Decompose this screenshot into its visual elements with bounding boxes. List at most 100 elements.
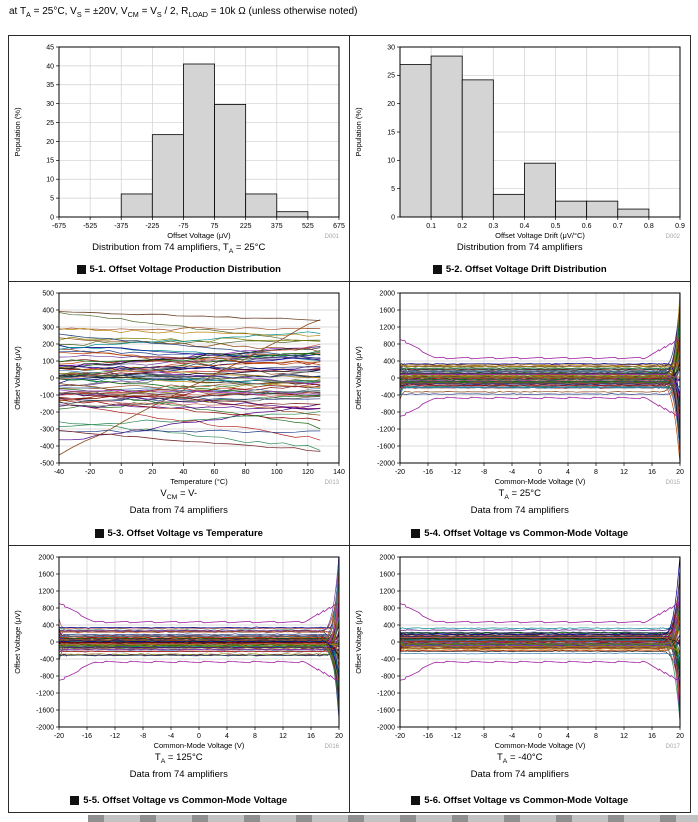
svg-text:-1200: -1200 — [377, 426, 395, 433]
svg-text:-20: -20 — [395, 469, 405, 476]
svg-text:1600: 1600 — [380, 571, 396, 578]
figure-title: 图 5-1. Offset Voltage Production Distrib… — [76, 264, 281, 281]
svg-text:Offset Voltage (μV): Offset Voltage (μV) — [13, 610, 22, 674]
svg-text:D015: D015 — [666, 480, 681, 486]
svg-text:0.1: 0.1 — [426, 223, 436, 230]
svg-text:-16: -16 — [423, 469, 433, 476]
svg-text:2000: 2000 — [380, 290, 396, 297]
figure-title-text: 5-5. Offset Voltage vs Common-Mode Volta… — [83, 795, 288, 806]
svg-text:800: 800 — [384, 341, 396, 348]
chart-caption: Distribution from 74 amplifiers — [456, 242, 583, 253]
svg-text:1600: 1600 — [39, 571, 55, 578]
svg-text:-500: -500 — [40, 460, 54, 467]
svg-text:20: 20 — [676, 469, 684, 476]
figure-glyph: 图 — [432, 265, 442, 274]
svg-text:10: 10 — [387, 158, 395, 165]
figure-glyph: 图 — [94, 529, 104, 538]
svg-text:140: 140 — [333, 469, 345, 476]
svg-text:-1600: -1600 — [377, 443, 395, 450]
svg-text:Offset Voltage (μV): Offset Voltage (μV) — [168, 231, 232, 240]
svg-text:75: 75 — [211, 223, 219, 230]
svg-text:Offset Voltage (μV): Offset Voltage (μV) — [13, 346, 22, 410]
svg-text:120: 120 — [302, 469, 314, 476]
test-conditions-line: at TA = 25°C, VS = ±20V, VCM = VS / 2, R… — [9, 6, 358, 19]
svg-text:0.3: 0.3 — [489, 223, 499, 230]
svg-text:-800: -800 — [381, 673, 395, 680]
svg-text:-20: -20 — [85, 469, 95, 476]
figure-5-6: -20 -16 -12 -8 -4 0 4 8 12 16 20 -2000 -1600 -1200 -80… — [350, 546, 691, 812]
figure-glyph: 图 — [411, 796, 421, 805]
svg-text:1200: 1200 — [380, 588, 396, 595]
svg-text:-400: -400 — [381, 656, 395, 663]
svg-text:30: 30 — [387, 44, 395, 51]
svg-text:D017: D017 — [666, 744, 681, 750]
svg-text:-1200: -1200 — [36, 690, 54, 697]
svg-text:0: 0 — [538, 469, 542, 476]
svg-text:16: 16 — [648, 733, 656, 740]
figure-5-5: -20 -16 -12 -8 -4 0 4 8 12 16 20 -2000 -1600 -1200 -80… — [9, 546, 350, 812]
svg-text:80: 80 — [242, 469, 250, 476]
svg-text:675: 675 — [333, 223, 345, 230]
chart-offset-voltage-vs-common-mode-voltage-minus40c: -20 -16 -12 -8 -4 0 4 8 12 16 20 -2000 -1600 -1200 -80… — [354, 554, 684, 750]
svg-text:2000: 2000 — [39, 554, 55, 561]
svg-text:4: 4 — [566, 733, 570, 740]
figure-title-text: 5-4. Offset Voltage vs Common-Mode Volta… — [424, 528, 629, 539]
svg-text:Population (%): Population (%) — [354, 107, 363, 157]
figure-glyph: 图 — [76, 265, 86, 274]
svg-text:45: 45 — [46, 44, 54, 51]
svg-text:0.2: 0.2 — [458, 223, 468, 230]
svg-text:0: 0 — [50, 639, 54, 646]
svg-text:800: 800 — [43, 605, 55, 612]
svg-text:-400: -400 — [40, 443, 54, 450]
chart-offset-voltage-vs-common-mode-voltage-125c: -20 -16 -12 -8 -4 0 4 8 12 16 20 -2000 -1600 -1200 -80… — [13, 554, 343, 750]
svg-text:0.6: 0.6 — [582, 223, 592, 230]
svg-text:Offset Voltage (μV): Offset Voltage (μV) — [354, 346, 363, 410]
svg-text:0: 0 — [538, 733, 542, 740]
svg-text:100: 100 — [43, 358, 55, 365]
svg-text:-4: -4 — [509, 469, 515, 476]
svg-text:300: 300 — [43, 324, 55, 331]
svg-text:225: 225 — [240, 223, 252, 230]
svg-text:-8: -8 — [481, 469, 487, 476]
figure-title: 图 5-2. Offset Voltage Drift Distribution — [432, 264, 607, 281]
svg-text:-2000: -2000 — [377, 460, 395, 467]
chart-caption: Data from 74 amplifiers — [470, 504, 569, 516]
figure-title: 图 5-6. Offset Voltage vs Common-Mode Vol… — [411, 795, 628, 812]
svg-text:-20: -20 — [54, 733, 64, 740]
chart-caption: TA = 25°C — [498, 488, 541, 501]
figure-title-text: 5-2. Offset Voltage Drift Distribution — [445, 264, 607, 275]
figure-5-2: 0.1 0.2 0.3 0.4 0.5 0.6 0.7 0.8 0.9 0 5 10 15 20 25 30 O… — [349, 36, 690, 282]
svg-text:-1600: -1600 — [36, 707, 54, 714]
svg-text:-40: -40 — [54, 469, 64, 476]
figure-title: 图 5-5. Offset Voltage vs Common-Mode Vol… — [70, 795, 287, 812]
svg-text:-800: -800 — [40, 673, 54, 680]
svg-text:1200: 1200 — [380, 324, 396, 331]
svg-text:-75: -75 — [179, 223, 189, 230]
svg-text:-200: -200 — [40, 409, 54, 416]
svg-text:12: 12 — [279, 733, 287, 740]
svg-text:1600: 1600 — [380, 307, 396, 314]
svg-text:0.7: 0.7 — [613, 223, 623, 230]
svg-text:-675: -675 — [52, 223, 66, 230]
svg-text:0: 0 — [197, 733, 201, 740]
svg-text:-300: -300 — [40, 426, 54, 433]
svg-text:-525: -525 — [83, 223, 97, 230]
svg-text:20: 20 — [149, 469, 157, 476]
svg-text:375: 375 — [271, 223, 283, 230]
svg-text:D001: D001 — [325, 234, 340, 240]
svg-text:Common-Mode Voltage (V): Common-Mode Voltage (V) — [495, 741, 586, 750]
figure-glyph: 图 — [70, 796, 80, 805]
cropped-content-strip — [88, 815, 698, 822]
svg-text:-4: -4 — [509, 733, 515, 740]
svg-text:10: 10 — [46, 177, 54, 184]
svg-text:Temperature (°C): Temperature (°C) — [170, 477, 228, 486]
svg-text:16: 16 — [648, 469, 656, 476]
svg-text:25: 25 — [46, 120, 54, 127]
svg-text:4: 4 — [225, 733, 229, 740]
svg-text:Population (%): Population (%) — [13, 107, 22, 157]
svg-text:500: 500 — [43, 290, 55, 297]
figure-5-1: -675 -525 -375 -225 -75 75 225 375 525 675 0 5 10 15 2… — [9, 36, 350, 282]
svg-text:-12: -12 — [110, 733, 120, 740]
svg-text:0: 0 — [391, 214, 395, 221]
chart-caption: TA = 125°C — [154, 752, 203, 765]
